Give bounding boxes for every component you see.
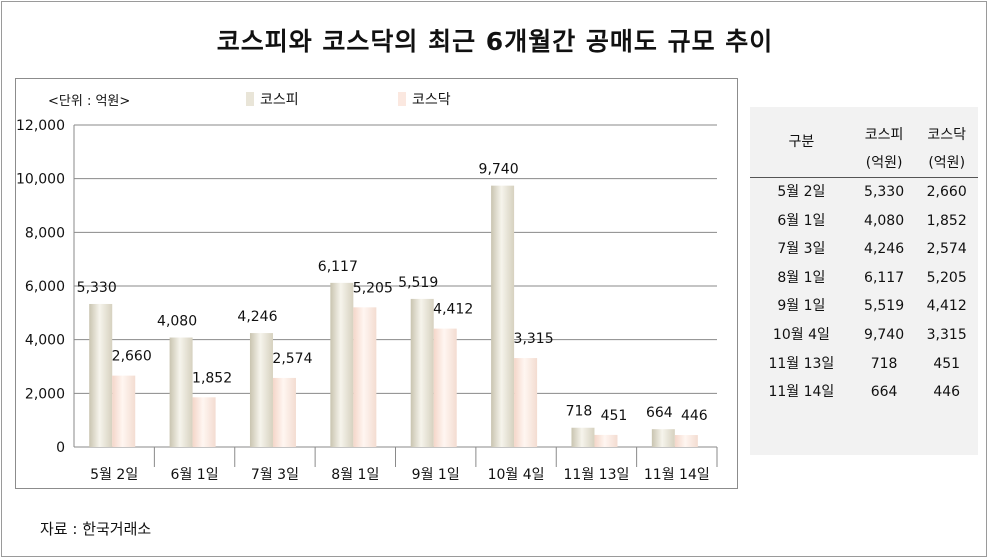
data-label-kosdaq: 4,412 — [433, 302, 473, 318]
x-tick-label: 11월 14일 — [644, 467, 710, 483]
x-tick-label: 9월 1일 — [412, 467, 460, 483]
x-tick-label: 8월 1일 — [331, 467, 379, 483]
bar-kosdaq — [112, 375, 136, 447]
table-header-kospi: 코스피 — [864, 127, 904, 143]
table-cell-date: 7월 3일 — [777, 241, 826, 258]
data-label-kospi: 718 — [566, 404, 593, 420]
chart-panel — [15, 78, 738, 489]
bar-kosdaq — [594, 434, 618, 447]
data-label-kospi: 5,330 — [77, 280, 117, 296]
table-cell-kospi: 718 — [870, 355, 898, 372]
bar-kospi — [330, 282, 354, 447]
legend-swatch-kosdaq — [398, 92, 406, 106]
table-header-category: 구분 — [788, 134, 815, 150]
data-label-kospi: 664 — [646, 405, 673, 421]
table-row: 6월 1일 4,080 1,852 — [750, 207, 978, 236]
table-cell-kospi: 664 — [870, 384, 898, 401]
bar-kospi — [249, 333, 273, 447]
data-label-kospi: 5,519 — [398, 275, 438, 291]
bar-kosdaq — [192, 397, 216, 447]
data-label-kosdaq: 3,315 — [514, 331, 554, 347]
table-cell-kospi: 6,117 — [864, 269, 905, 286]
table-cell-kospi: 5,330 — [864, 184, 905, 200]
y-tick-label: 6,000 — [25, 279, 65, 295]
source-note: 자료 : 한국거래소 — [40, 520, 152, 538]
table-cell-date: 8월 1일 — [777, 269, 826, 286]
legend-item-kospi: 코스피 — [246, 89, 299, 109]
data-label-kospi: 6,117 — [318, 259, 358, 275]
table-row: 7월 3일 4,246 2,574 — [750, 235, 978, 264]
unit-label: <단위 : 억원> — [48, 94, 131, 109]
x-tick-label: 10월 4일 — [488, 467, 545, 483]
x-tick-label: 11월 13일 — [564, 467, 630, 483]
x-tick-label: 5월 2일 — [90, 467, 138, 483]
table-cell-date: 5월 2일 — [777, 184, 826, 200]
data-label-kosdaq: 1,852 — [192, 370, 232, 386]
table-cell-kospi: 4,246 — [864, 241, 905, 258]
table-row: 10월 4일 9,740 3,315 — [750, 321, 978, 350]
page-title: 코스피와 코스닥의 최근 6개월간 공매도 규모 추이 — [216, 27, 774, 56]
table-cell-kospi: 5,519 — [864, 298, 905, 315]
legend-swatch-kospi — [246, 92, 254, 106]
bar-kospi — [571, 427, 595, 447]
table-cell-date: 11월 13일 — [768, 355, 835, 372]
bar-kosdaq — [674, 435, 698, 447]
bar-kospi — [89, 303, 113, 447]
y-tick-label: 4,000 — [25, 333, 65, 349]
table-cell-date: 10월 4일 — [772, 326, 830, 343]
y-tick-label: 12,000 — [16, 118, 65, 134]
bar-kospi — [491, 185, 515, 448]
data-table: 구분 코스피 코스닥 (억원) (억원) 5월 2일 5,330 2,660 6월 1… — [750, 107, 978, 407]
table-cell-kosdaq: 4,412 — [926, 298, 967, 315]
legend-label-kosdaq: 코스닥 — [412, 92, 451, 108]
y-tick-label: 0 — [56, 440, 65, 456]
bar-kosdaq — [353, 307, 377, 447]
table-row: 11월 14일 664 446 — [750, 378, 978, 407]
table-cell-kosdaq: 446 — [933, 384, 961, 401]
data-label-kospi: 9,740 — [479, 162, 519, 178]
y-tick-label: 2,000 — [25, 386, 65, 402]
table-cell-date: 9월 1일 — [777, 298, 826, 315]
legend-label-kospi: 코스피 — [260, 92, 299, 108]
table-row: 5월 2일 5,330 2,660 — [750, 178, 978, 207]
data-table-panel: 구분 코스피 코스닥 (억원) (억원) 5월 2일 5,330 2,660 6월 1… — [750, 107, 978, 455]
bar-kospi — [410, 298, 434, 447]
bar-kosdaq — [433, 328, 457, 447]
x-tick-label: 6월 1일 — [171, 467, 219, 483]
table-header-kosdaq: 코스닥 — [927, 127, 967, 143]
table-cell-kosdaq: 3,315 — [926, 326, 967, 343]
table-row: 11월 13일 718 451 — [750, 350, 978, 379]
y-tick-label: 8,000 — [25, 225, 65, 241]
table-row: 8월 1일 6,117 5,205 — [750, 264, 978, 293]
data-label-kosdaq: 446 — [681, 408, 708, 424]
table-cell-date: 6월 1일 — [777, 212, 826, 229]
table-header-kospi-unit: (억원) — [865, 155, 903, 171]
table-cell-date: 11월 14일 — [768, 384, 835, 401]
bar-kosdaq — [514, 358, 538, 447]
x-tick-label: 7월 3일 — [251, 467, 299, 483]
data-label-kospi: 4,080 — [157, 314, 197, 330]
table-cell-kosdaq: 5,205 — [926, 269, 967, 286]
data-label-kosdaq: 2,574 — [272, 351, 312, 367]
data-label-kospi: 4,246 — [237, 309, 277, 325]
table-cell-kosdaq: 2,660 — [926, 184, 967, 200]
table-header-kosdaq-unit: (억원) — [928, 155, 966, 171]
data-label-kosdaq: 451 — [601, 408, 628, 424]
table-cell-kosdaq: 2,574 — [926, 241, 967, 258]
bar-kospi — [651, 429, 675, 447]
table-cell-kosdaq: 1,852 — [926, 212, 967, 229]
table-cell-kospi: 4,080 — [864, 212, 905, 229]
data-label-kosdaq: 2,660 — [112, 349, 152, 365]
bar-kosdaq — [272, 377, 296, 447]
legend-item-kosdaq: 코스닥 — [398, 89, 451, 109]
table-cell-kospi: 9,740 — [864, 326, 905, 343]
table-row: 9월 1일 5,519 4,412 — [750, 292, 978, 321]
y-tick-label: 10,000 — [16, 172, 65, 188]
table-cell-kosdaq: 451 — [933, 355, 961, 372]
data-label-kosdaq: 5,205 — [353, 280, 393, 296]
bar-kospi — [169, 337, 193, 447]
